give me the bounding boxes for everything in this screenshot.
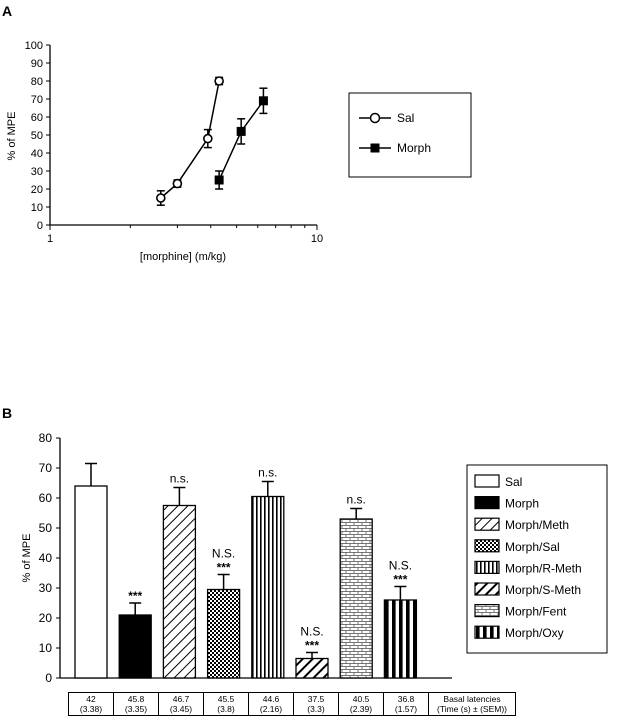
legend-morph-marker	[370, 143, 380, 153]
legend-swatch	[474, 560, 500, 575]
data-point-sal	[172, 178, 183, 189]
bar-morph-fent	[339, 518, 373, 679]
panel-a-ytick-label: 10	[31, 202, 43, 214]
panel-b-label: B	[2, 405, 12, 421]
legend-label: Morph/Sal	[505, 540, 560, 554]
panel-b-bars: ***n.s.***N.S.n.s.***N.S.n.s.***N.S.	[74, 462, 418, 679]
panel-a-xtick-label: 10	[311, 233, 323, 245]
panel-a-legend-box	[348, 92, 472, 178]
panel-b-ylabel: % of MPE	[21, 534, 33, 583]
legend-label: Morph/Oxy	[505, 626, 564, 640]
panel-a-xtick-label: 1	[47, 233, 53, 245]
bar-morph	[118, 614, 152, 679]
legend-label: Sal	[505, 475, 522, 489]
legend-swatch	[474, 539, 500, 553]
legend-morph-label: Morph	[397, 141, 431, 155]
panel-a-series-line-sal	[160, 80, 220, 199]
panel-b-legend-box	[466, 464, 608, 654]
data-point-morph	[236, 126, 246, 136]
table-cell: 44.6 (2.16)	[248, 692, 294, 716]
panel-a-ytick-label: 80	[31, 76, 43, 88]
significance-stars: ***	[128, 589, 142, 603]
panel-b-ytick-label: 40	[39, 551, 53, 565]
panel-b-ytick-label: 80	[39, 431, 53, 445]
legend-swatch	[474, 603, 500, 618]
panel-a-ytick-label: 20	[31, 184, 43, 196]
table-cell: 40.5 (2.39)	[338, 692, 384, 716]
significance-label: n.s.	[258, 466, 277, 480]
table-cell: 37.5 (3.3)	[293, 692, 339, 716]
legend-sal-label: Sal	[397, 111, 414, 125]
legend-sal-marker	[369, 112, 381, 124]
legend-label: Morph/S-Meth	[505, 583, 581, 597]
table-cell: 45.5 (3.8)	[203, 692, 249, 716]
bar-morph-oxy	[383, 599, 418, 679]
legend-label: Morph/R-Meth	[505, 561, 582, 575]
significance-label: n.s.	[170, 472, 189, 486]
panel-a-series	[155, 76, 268, 206]
panel-b-ytick-label: 60	[39, 491, 53, 505]
bar-sal	[74, 485, 108, 679]
panel-a-xlabel: [morphine] (m/kg)	[140, 251, 226, 263]
table-cell: 36.8 (1.57)	[383, 692, 429, 716]
panel-a-ytick-label: 0	[37, 220, 43, 232]
significance-stars: ***	[217, 561, 231, 575]
table-header-cell: Basal latencies (Time (s) ± (SEM))	[428, 692, 516, 716]
panel-a-ytick-label: 90	[31, 58, 43, 70]
significance-label: n.s.	[347, 493, 366, 507]
panel-b-ytick-label: 30	[39, 581, 53, 595]
panel-a-ylabel: % of MPE	[6, 112, 18, 161]
data-point-morph	[258, 96, 268, 106]
panel-b-ytick-label: 0	[45, 671, 52, 685]
bar-morph-s-meth	[295, 657, 329, 679]
panel-b-ytick-label: 20	[39, 611, 53, 625]
significance-stars: ***	[305, 639, 319, 653]
legend-label: Morph/Meth	[505, 518, 569, 532]
data-point-sal	[155, 193, 166, 203]
significance-label: N.S.	[212, 547, 235, 561]
table-cell: 42 (3.38)	[68, 692, 114, 716]
panel-a-ytick-label: 40	[31, 148, 43, 160]
panel-a-ytick-label: 50	[31, 130, 43, 142]
panel-b-ytick-label: 50	[39, 521, 53, 535]
significance-stars: ***	[393, 573, 407, 587]
legend-swatch	[474, 625, 500, 639]
table-row: 42 (3.38) 45.8 (3.35) 46.7 (3.45) 45.5 (3.8)…	[68, 692, 516, 716]
table-cell: 46.7 (3.45)	[158, 692, 204, 716]
data-point-morph	[214, 175, 224, 185]
basal-latency-table: 42 (3.38) 45.8 (3.35) 46.7 (3.45) 45.5 (3.8)…	[68, 692, 516, 716]
bar-morph-sal	[206, 588, 241, 679]
panel-a-label: A	[2, 3, 12, 19]
panel-a-ytick-label: 70	[31, 94, 43, 106]
table-cell: 45.8 (3.35)	[113, 692, 159, 716]
legend-label: Morph/Fent	[505, 605, 567, 619]
legend-swatch	[474, 517, 500, 531]
bar-morph-meth	[162, 504, 197, 679]
significance-label: N.S.	[300, 625, 323, 639]
panel-b-ytick-label: 10	[39, 641, 53, 655]
legend-label: Morph	[505, 497, 539, 511]
panel-b-legend: Sal Morph Morph/Meth Morph/Sal Morph/R-Meth M…	[474, 474, 582, 640]
significance-label: N.S.	[389, 559, 412, 573]
data-point-sal	[203, 133, 213, 144]
legend-swatch	[474, 474, 500, 488]
panel-a-ytick-label: 30	[31, 166, 43, 178]
panel-a-ytick-label: 60	[31, 112, 43, 124]
panel-b-ytick-label: 70	[39, 461, 53, 475]
data-point-sal	[214, 76, 224, 86]
panel-a-ytick-label: 100	[25, 40, 43, 52]
bar-morph-r-meth	[251, 495, 285, 679]
legend-swatch	[474, 496, 500, 510]
legend-swatch	[474, 582, 500, 596]
